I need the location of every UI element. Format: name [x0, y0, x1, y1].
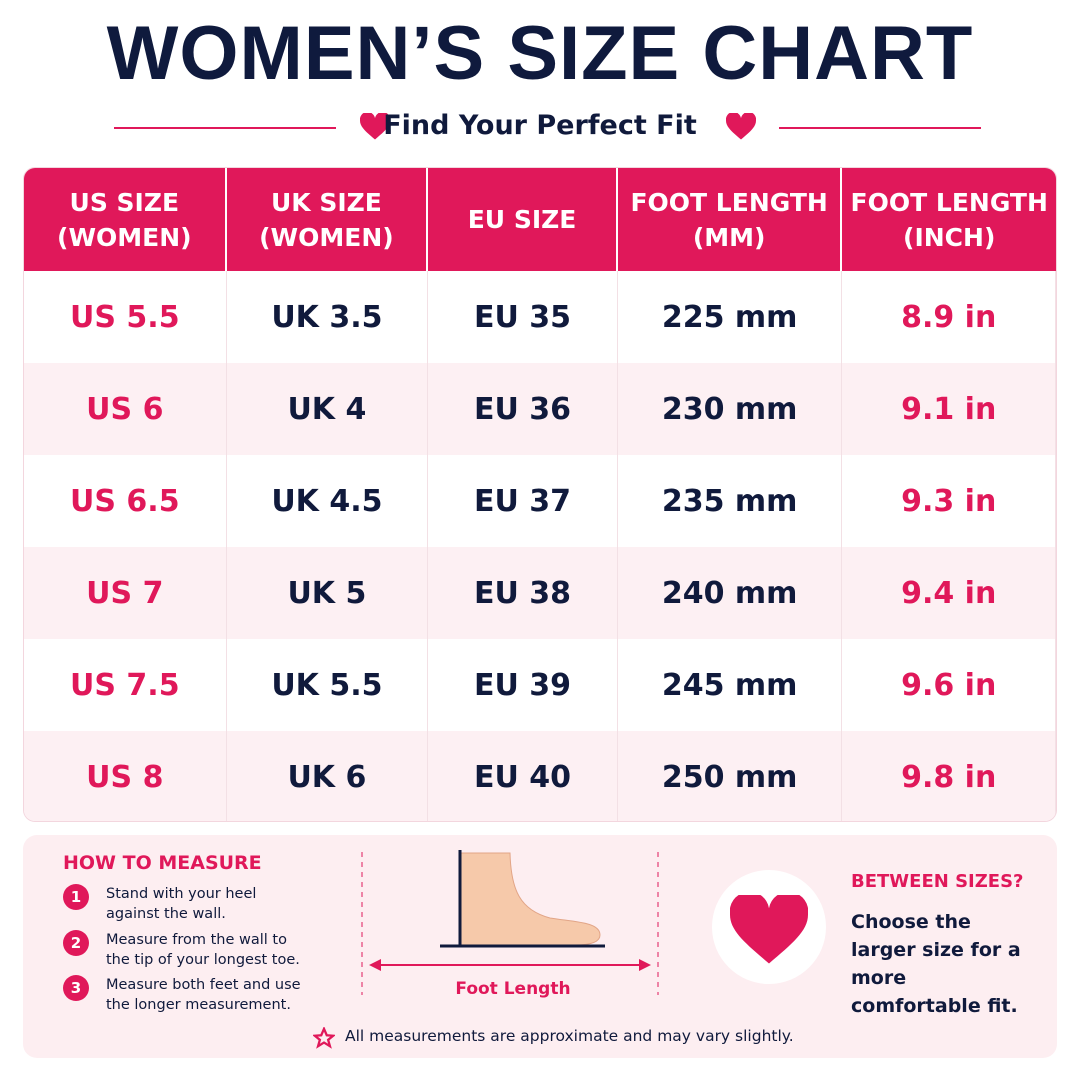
table-row: US 7 UK 5 EU 38 240 mm 9.4 in [24, 547, 1056, 639]
table-row: US 5.5 UK 3.5 EU 35 225 mm 8.9 in [24, 271, 1056, 363]
column-header: FOOT LENGTH (MM) [617, 168, 843, 271]
table-row: US 6 UK 4 EU 36 230 mm 9.1 in [24, 363, 1056, 455]
step-number: 2 [63, 930, 89, 956]
column-header: EU SIZE [428, 168, 618, 271]
measure-title: HOW TO MEASURE [63, 852, 262, 874]
table-cell: 9.4 in [842, 547, 1056, 639]
table-cell: 9.1 in [842, 363, 1056, 455]
table-cell: UK 5 [227, 547, 429, 639]
table-cell: 8.9 in [842, 271, 1056, 363]
divider [114, 127, 336, 129]
table-cell: US 7 [24, 547, 227, 639]
size-table: US SIZE (WOMEN) UK SIZE (WOMEN) EU SIZE FOO… [23, 167, 1057, 822]
between-text: Choose the larger size for a more comfor… [851, 911, 1021, 1017]
table-row: US 6.5 UK 4.5 EU 37 235 mm 9.3 in [24, 455, 1056, 547]
table-cell: 9.6 in [842, 639, 1056, 731]
table-cell: US 6 [24, 363, 227, 455]
table-cell: 9.3 in [842, 455, 1056, 547]
step-text: Measure from the wall to the tip of your… [106, 932, 300, 968]
table-cell: 240 mm [618, 547, 843, 639]
table-row: US 7.5 UK 5.5 EU 39 245 mm 9.6 in [24, 639, 1056, 731]
table-cell: UK 6 [227, 731, 429, 821]
divider [779, 127, 981, 129]
table-cell: UK 4.5 [227, 455, 429, 547]
subtitle: Find Your Perfect Fit [383, 110, 697, 141]
step: 2 Measure from the wall to the tip of you… [63, 930, 313, 970]
heart-icon [360, 113, 390, 140]
table-cell: 230 mm [618, 363, 843, 455]
between-title: BETWEEN SIZES? [851, 871, 1024, 892]
step: 1 Stand with your heel against the wall. [63, 884, 313, 924]
foot-illustration [361, 850, 659, 995]
column-header: US SIZE (WOMEN) [24, 168, 227, 271]
step-text: Measure both feet and use the longer mea… [106, 977, 301, 1013]
table-cell: EU 35 [428, 271, 618, 363]
table-cell: UK 5.5 [227, 639, 429, 731]
table-cell: US 6.5 [24, 455, 227, 547]
header-row: US SIZE (WOMEN) UK SIZE (WOMEN) EU SIZE FOO… [24, 168, 1056, 271]
table-cell: 245 mm [618, 639, 843, 731]
foot-length-label: Foot Length [455, 979, 571, 999]
column-header: FOOT LENGTH (INCH) [842, 168, 1056, 271]
heart-icon [726, 113, 756, 140]
table-cell: UK 4 [227, 363, 429, 455]
column-header: UK SIZE (WOMEN) [226, 168, 429, 271]
table-cell: US 7.5 [24, 639, 227, 731]
table-row: US 8 UK 6 EU 40 250 mm 9.8 in [24, 731, 1056, 821]
table-cell: EU 38 [428, 547, 618, 639]
table-cell: US 5.5 [24, 271, 227, 363]
step-number: 3 [63, 975, 89, 1001]
table-cell: UK 3.5 [227, 271, 429, 363]
table-cell: EU 40 [428, 731, 618, 821]
table-cell: 250 mm [618, 731, 843, 821]
heart-icon [730, 895, 808, 964]
star-icon [313, 1027, 335, 1049]
table-cell: US 8 [24, 731, 227, 821]
table-cell: 235 mm [618, 455, 843, 547]
table-cell: EU 39 [428, 639, 618, 731]
step: 3 Measure both feet and use the longer me… [63, 975, 313, 1015]
table-cell: EU 37 [428, 455, 618, 547]
table-cell: 9.8 in [842, 731, 1056, 821]
note: All measurements are approximate and may… [345, 1027, 794, 1045]
table-cell: 225 mm [618, 271, 843, 363]
step-number: 1 [63, 884, 89, 910]
step-text: Stand with your heel against the wall. [106, 886, 257, 922]
title: WOMEN’S SIZE CHART [106, 11, 974, 96]
table-cell: EU 36 [428, 363, 618, 455]
